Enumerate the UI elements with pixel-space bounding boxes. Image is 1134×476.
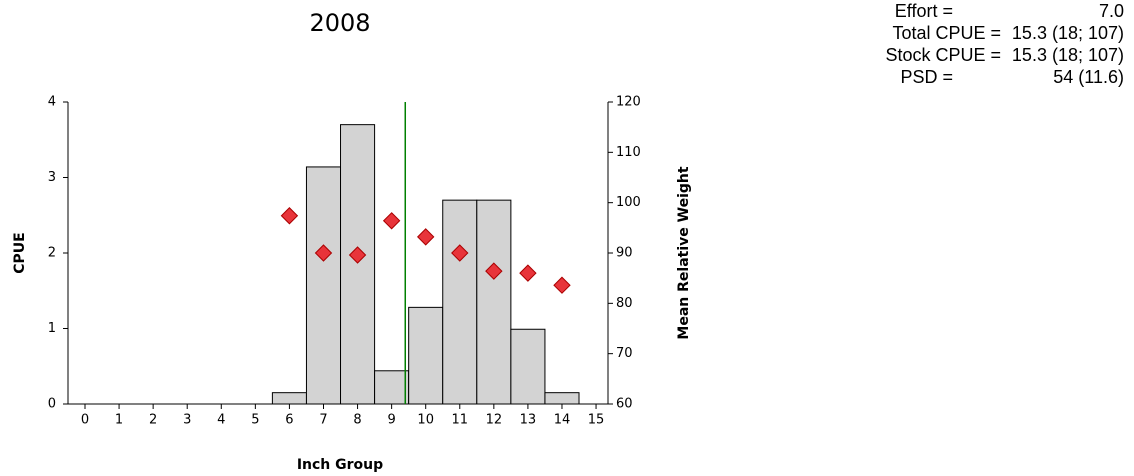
diamond-marker [348,246,367,264]
y-tick-label: 2 [48,246,56,261]
diamond-marker [451,244,469,262]
x-tick-label: 1 [115,413,123,428]
bar [510,328,546,405]
bar [374,370,410,405]
diamond-marker [519,264,537,282]
y2-tick-label: 70 [616,346,633,361]
bar [442,199,478,405]
x-tick-label: 9 [387,413,395,428]
stat-label: Total CPUE = [892,23,1001,43]
x-tick-label: 15 [588,413,605,428]
y2-tick-label: 110 [616,145,641,160]
bar [271,392,307,405]
y2-tick-label: 60 [616,397,633,412]
stat-value: 7.0 [1099,1,1124,21]
x-tick-label: 4 [217,413,225,428]
diamond-marker [314,244,333,262]
diamond-marker [485,262,503,280]
y-tick-label: 1 [48,321,56,336]
stat-value: 15.3 (18; 107) [1012,45,1124,65]
bar [340,124,376,405]
y2-tick-label: 80 [616,296,633,311]
bar [476,199,512,405]
x-tick-label: 12 [486,413,503,428]
bar [305,166,342,405]
y-tick-label: 4 [48,95,56,110]
diamond-marker [553,276,571,294]
y2-axis-title: Mean Relative Weight [676,166,692,339]
diamond-marker [382,212,401,230]
x-tick-label: 11 [451,413,468,428]
x-axis-title: Inch Group [297,457,383,473]
x-tick-label: 6 [285,413,293,428]
bar [544,392,580,405]
bar [408,306,444,405]
y-axis-title: CPUE [12,232,28,273]
y2-tick-label: 90 [616,246,633,261]
stat-label: Effort = [895,1,953,21]
x-tick-label: 13 [520,413,537,428]
chart-title: 2008 [309,9,370,37]
y2-tick-label: 120 [616,95,641,110]
y2-tick-label: 100 [616,195,641,210]
stat-value: 15.3 (18; 107) [1012,23,1124,43]
y-tick-label: 0 [48,397,56,412]
stat-label: PSD = [900,67,953,87]
x-tick-label: 5 [251,413,259,428]
x-tick-label: 8 [353,413,361,428]
diamond-marker [280,207,299,225]
x-tick-label: 7 [319,413,327,428]
x-tick-label: 3 [183,413,191,428]
diamond-marker [416,228,435,246]
y-tick-label: 3 [48,170,56,185]
x-tick-label: 0 [81,413,89,428]
x-tick-label: 14 [554,413,571,428]
x-tick-label: 10 [417,413,434,428]
x-tick-label: 2 [149,413,157,428]
stat-label: Stock CPUE = [885,45,1001,65]
stat-value: 54 (11.6) [1053,67,1124,87]
